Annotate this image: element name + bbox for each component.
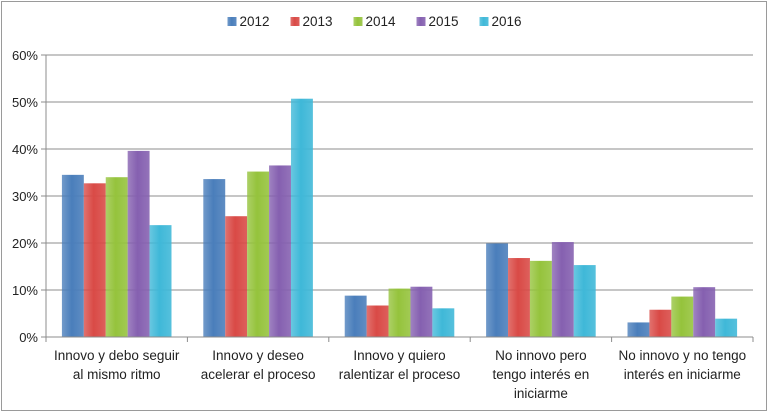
bar-2016-cat-3 (432, 308, 455, 337)
x-tick-label: Innovo y quiero ralentizar el proceso (339, 348, 461, 382)
bar-2015-cat-3 (410, 286, 433, 337)
bar-2016-cat-5 (715, 318, 738, 337)
bar-2012-cat-4 (486, 243, 509, 337)
y-tick-label: 0% (19, 330, 38, 345)
bar-2014-cat-2 (247, 171, 270, 337)
legend-label-2012: 2012 (240, 14, 270, 29)
bar-2015-cat-1 (127, 150, 150, 337)
x-tick-label: Innovo y deseo acelerar el proceso (201, 348, 316, 382)
bar-2015-cat-4 (551, 242, 574, 337)
bar-2012-cat-3 (344, 295, 367, 337)
bar-2015-cat-2 (269, 165, 291, 337)
bar-2013-cat-4 (508, 258, 530, 337)
bar-2013-cat-3 (366, 305, 389, 337)
y-tick-label: 20% (12, 236, 38, 251)
legend-swatch-2013 (290, 17, 300, 26)
legend-label-2013: 2013 (303, 14, 333, 29)
y-tick-label: 60% (12, 48, 38, 63)
legend-label-2015: 2015 (429, 14, 459, 29)
bar-2016-cat-2 (290, 98, 313, 338)
y-tick-label: 50% (12, 95, 38, 110)
y-tick-label: 10% (12, 283, 38, 298)
bars (61, 98, 738, 338)
axes: 0% 10% 20% 30% 40% 50% 60% Innovo y debo seguir… (12, 48, 754, 401)
legend-swatch-2014 (353, 17, 363, 26)
bar-2014-cat-1 (105, 177, 128, 337)
bar-2012-cat-2 (203, 179, 226, 337)
bar-2012-cat-1 (61, 174, 84, 337)
legend-label-2016: 2016 (492, 14, 522, 29)
x-tick-label: No innovo pero tengo interés en iniciarme (492, 348, 589, 401)
legend: 2012 2013 2014 2015 2016 (227, 14, 522, 29)
bar-2012-cat-5 (627, 322, 650, 337)
bar-2013-cat-5 (649, 309, 672, 337)
bar-2014-cat-5 (671, 296, 694, 337)
legend-swatch-2016 (479, 17, 489, 26)
legend-swatch-2012 (227, 17, 237, 26)
bar-2013-cat-2 (225, 216, 248, 337)
x-tick-label: Innovo y debo seguir al mismo ritmo (54, 348, 180, 382)
bar-2014-cat-4 (529, 260, 552, 337)
bar-2016-cat-1 (149, 225, 172, 337)
y-tick-label: 30% (12, 189, 38, 204)
bar-2016-cat-4 (573, 265, 596, 337)
bar-2013-cat-1 (83, 183, 106, 337)
y-tick-label: 40% (12, 142, 38, 157)
bar-2015-cat-5 (693, 287, 716, 337)
legend-label-2014: 2014 (366, 14, 397, 29)
x-tick-label: No innovo y no tengo interés en iniciarme (619, 348, 747, 382)
bar-2014-cat-3 (388, 288, 411, 337)
legend-swatch-2015 (416, 17, 426, 26)
